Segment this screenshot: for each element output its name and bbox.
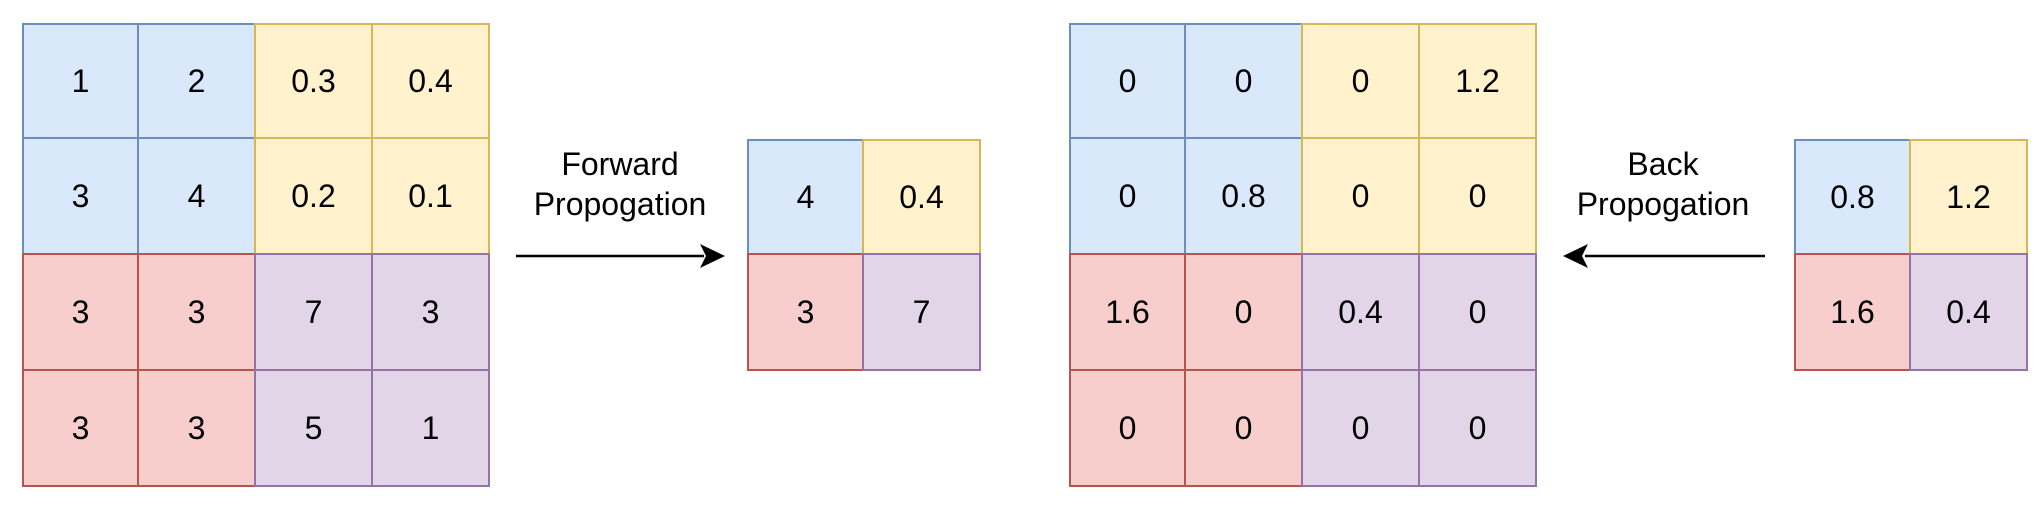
backward-arrow-icon (1563, 244, 1765, 268)
matrix-cell: 5 (254, 369, 373, 487)
matrix-cell: 0.4 (371, 23, 490, 139)
matrix-cell: 7 (254, 253, 373, 371)
matrix-cell: 0 (1301, 369, 1420, 487)
matrix-cell: 0 (1418, 137, 1537, 255)
matrix-cell: 0.3 (254, 23, 373, 139)
matrix-cell: 0 (1301, 137, 1420, 255)
matrix-cell: 0 (1418, 253, 1537, 371)
matrix-cell: 0.4 (1301, 253, 1420, 371)
matrix-cell: 0 (1069, 137, 1186, 255)
matrix-cell: 1 (371, 369, 490, 487)
matrix-cell: 0 (1069, 23, 1186, 139)
matrix-cell: 0 (1418, 369, 1537, 487)
forward-arrow-icon (516, 244, 725, 268)
matrix-cell: 4 (747, 139, 864, 255)
matrix-cell: 1.6 (1794, 253, 1911, 371)
forward-propagation-label: Forward Propogation (533, 146, 707, 222)
matrix-cell: 2 (137, 23, 256, 139)
matrix-cell: 4 (137, 137, 256, 255)
matrix-cell: 0 (1184, 23, 1303, 139)
matrix-cell: 1 (22, 23, 139, 139)
matrix-cell: 0.8 (1794, 139, 1911, 255)
matrix-cell: 7 (862, 253, 981, 371)
matrix-cell: 1.6 (1069, 253, 1186, 371)
matrix-cell: 0 (1301, 23, 1420, 139)
matrix-cell: 3 (137, 253, 256, 371)
matrix-cell: 0.2 (254, 137, 373, 255)
matrix-cell: 0 (1184, 369, 1303, 487)
input-matrix: 1 2 0.3 0.4 3 4 0.2 0.1 3 3 7 3 3 3 5 1 (22, 23, 490, 487)
matrix-cell: 0.4 (1909, 253, 2028, 371)
matrix-cell: 0 (1184, 253, 1303, 371)
matrix-cell: 3 (137, 369, 256, 487)
gradient-input-matrix: 0 0 0 1.2 0 0.8 0 0 1.6 0 0.4 0 0 0 0 0 (1069, 23, 1537, 487)
gradient-output-matrix: 0.8 1.2 1.6 0.4 (1794, 139, 2028, 371)
matrix-cell: 0.4 (862, 139, 981, 255)
back-propagation-label: Back Propogation (1576, 146, 1750, 222)
matrix-cell: 1.2 (1909, 139, 2028, 255)
matrix-cell: 1.2 (1418, 23, 1537, 139)
matrix-cell: 0.1 (371, 137, 490, 255)
matrix-cell: 3 (22, 253, 139, 371)
matrix-cell: 0.8 (1184, 137, 1303, 255)
matrix-cell: 3 (371, 253, 490, 371)
pooled-output-matrix: 4 0.4 3 7 (747, 139, 981, 371)
matrix-cell: 0 (1069, 369, 1186, 487)
matrix-cell: 3 (22, 137, 139, 255)
matrix-cell: 3 (747, 253, 864, 371)
matrix-cell: 3 (22, 369, 139, 487)
